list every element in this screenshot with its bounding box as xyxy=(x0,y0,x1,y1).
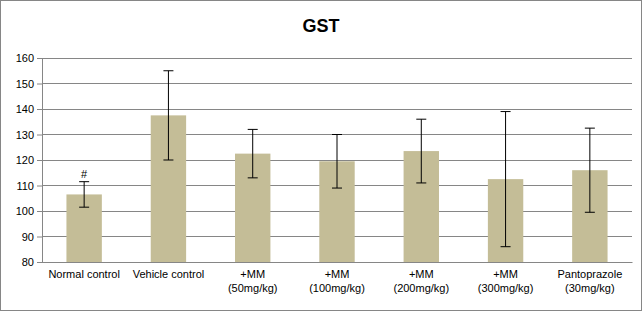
x-tick-label: +MM (200mg/kg) xyxy=(393,268,449,294)
y-tick-label: 150 xyxy=(16,78,34,90)
y-tick-label: 110 xyxy=(16,180,34,192)
y-tick-mark xyxy=(37,58,42,59)
y-tick-mark xyxy=(37,186,42,187)
y-tick-mark xyxy=(37,211,42,212)
error-bar-cap xyxy=(585,212,595,213)
y-tick: 90 xyxy=(22,231,42,243)
error-bar xyxy=(163,71,173,160)
y-tick: 100 xyxy=(16,205,42,217)
error-bar-cap xyxy=(332,188,342,189)
y-axis-line xyxy=(42,59,43,263)
error-bar-cap xyxy=(79,207,89,208)
plot: 80 90 100 110 120 130 140 150 160 Normal control V… xyxy=(16,52,633,294)
y-tick: 160 xyxy=(16,52,42,64)
x-tick-label: +MM (300mg/kg) xyxy=(478,268,534,294)
x-tick: Normal control xyxy=(48,268,120,280)
y-tick-mark xyxy=(37,135,42,136)
error-bar-cap xyxy=(501,246,511,247)
grid-line xyxy=(42,58,632,59)
error-bar-cap xyxy=(332,134,342,135)
error-bar-cap xyxy=(163,70,173,71)
y-tick-label: 90 xyxy=(22,231,34,243)
x-tick: +MM (300mg/kg) xyxy=(478,268,534,294)
chart-border xyxy=(1,1,642,311)
error-bar xyxy=(332,135,342,189)
x-tick-label-line: +MM xyxy=(409,268,434,280)
y-tick-mark xyxy=(37,262,42,263)
x-tick-label-line: (300mg/kg) xyxy=(478,282,534,294)
y-tick: 130 xyxy=(16,129,42,141)
y-tick-label: 100 xyxy=(16,205,34,217)
error-bar-cap xyxy=(416,119,426,120)
y-tick-mark xyxy=(37,84,42,85)
x-tick: Vehicle control xyxy=(133,268,205,280)
x-tick-label-line: Normal control xyxy=(48,268,120,280)
error-bar-stem xyxy=(505,112,506,247)
x-axis: Normal control Vehicle control +MM (50mg/kg… xyxy=(43,263,633,295)
error-bar-stem xyxy=(589,128,590,212)
marks xyxy=(66,71,607,262)
x-tick-label: +MM (50mg/kg) xyxy=(228,268,278,294)
error-bar xyxy=(248,129,258,177)
x-tick: +MM (50mg/kg) xyxy=(228,268,278,294)
x-tick-label-line: +MM xyxy=(493,268,518,280)
y-tick-label: 120 xyxy=(16,154,34,166)
y-tick-label: 130 xyxy=(16,129,34,141)
error-bar-cap xyxy=(163,160,173,161)
error-bar-cap xyxy=(501,111,511,112)
x-tick-label: Pantoprazole (30mg/kg) xyxy=(557,268,622,294)
error-bar-cap xyxy=(416,182,426,183)
x-tick: +MM (100mg/kg) xyxy=(309,268,365,294)
y-tick-mark xyxy=(37,109,42,110)
error-bar xyxy=(79,182,89,208)
grid xyxy=(42,58,632,262)
x-tick: +MM (200mg/kg) xyxy=(393,268,449,294)
grid-line xyxy=(42,109,632,110)
annotation: # xyxy=(81,168,88,180)
x-tick: Pantoprazole (30mg/kg) xyxy=(557,268,622,294)
error-bar-cap xyxy=(79,181,89,182)
error-bar-stem xyxy=(337,135,338,189)
y-axis: 80 90 100 110 120 130 140 150 160 xyxy=(16,52,43,268)
y-tick: 80 xyxy=(22,256,42,268)
x-tick-label-line: (100mg/kg) xyxy=(309,282,365,294)
x-tick-label: +MM (100mg/kg) xyxy=(309,268,365,294)
error-bar-stem xyxy=(84,182,85,208)
error-bar-stem xyxy=(168,71,169,160)
y-tick: 110 xyxy=(16,180,42,192)
x-tick-label-line: +MM xyxy=(325,268,350,280)
x-tick-label-line: Vehicle control xyxy=(133,268,205,280)
x-tick-label: Normal control xyxy=(48,268,120,280)
y-tick-label: 140 xyxy=(16,103,34,115)
error-bar-cap xyxy=(248,177,258,178)
y-tick: 120 xyxy=(16,154,42,166)
y-tick: 140 xyxy=(16,103,42,115)
x-tick-label: Vehicle control xyxy=(133,268,205,280)
y-tick-mark xyxy=(37,237,42,238)
error-bar-cap xyxy=(248,129,258,130)
error-bar xyxy=(416,119,426,183)
y-tick-label: 160 xyxy=(16,52,34,64)
x-tick-label-line: (30mg/kg) xyxy=(565,282,615,294)
error-bar xyxy=(585,128,595,212)
x-tick-label-line: (200mg/kg) xyxy=(393,282,449,294)
x-tick-label-line: +MM xyxy=(240,268,265,280)
chart: 80 90 100 110 120 130 140 150 160 Normal control V… xyxy=(0,0,642,311)
x-tick-label-line: Pantoprazole xyxy=(557,268,622,280)
x-tick-label-line: (50mg/kg) xyxy=(228,282,278,294)
y-tick: 150 xyxy=(16,78,42,90)
error-bar-stem xyxy=(252,129,253,177)
title: GST xyxy=(302,16,339,36)
grid-line xyxy=(42,134,632,135)
error-bar xyxy=(501,112,511,247)
y-tick-label: 80 xyxy=(22,256,34,268)
error-bar-cap xyxy=(585,128,595,129)
grid-line xyxy=(42,83,632,84)
x-axis-line xyxy=(43,262,633,263)
error-bar-stem xyxy=(421,119,422,183)
y-tick-mark xyxy=(37,160,42,161)
